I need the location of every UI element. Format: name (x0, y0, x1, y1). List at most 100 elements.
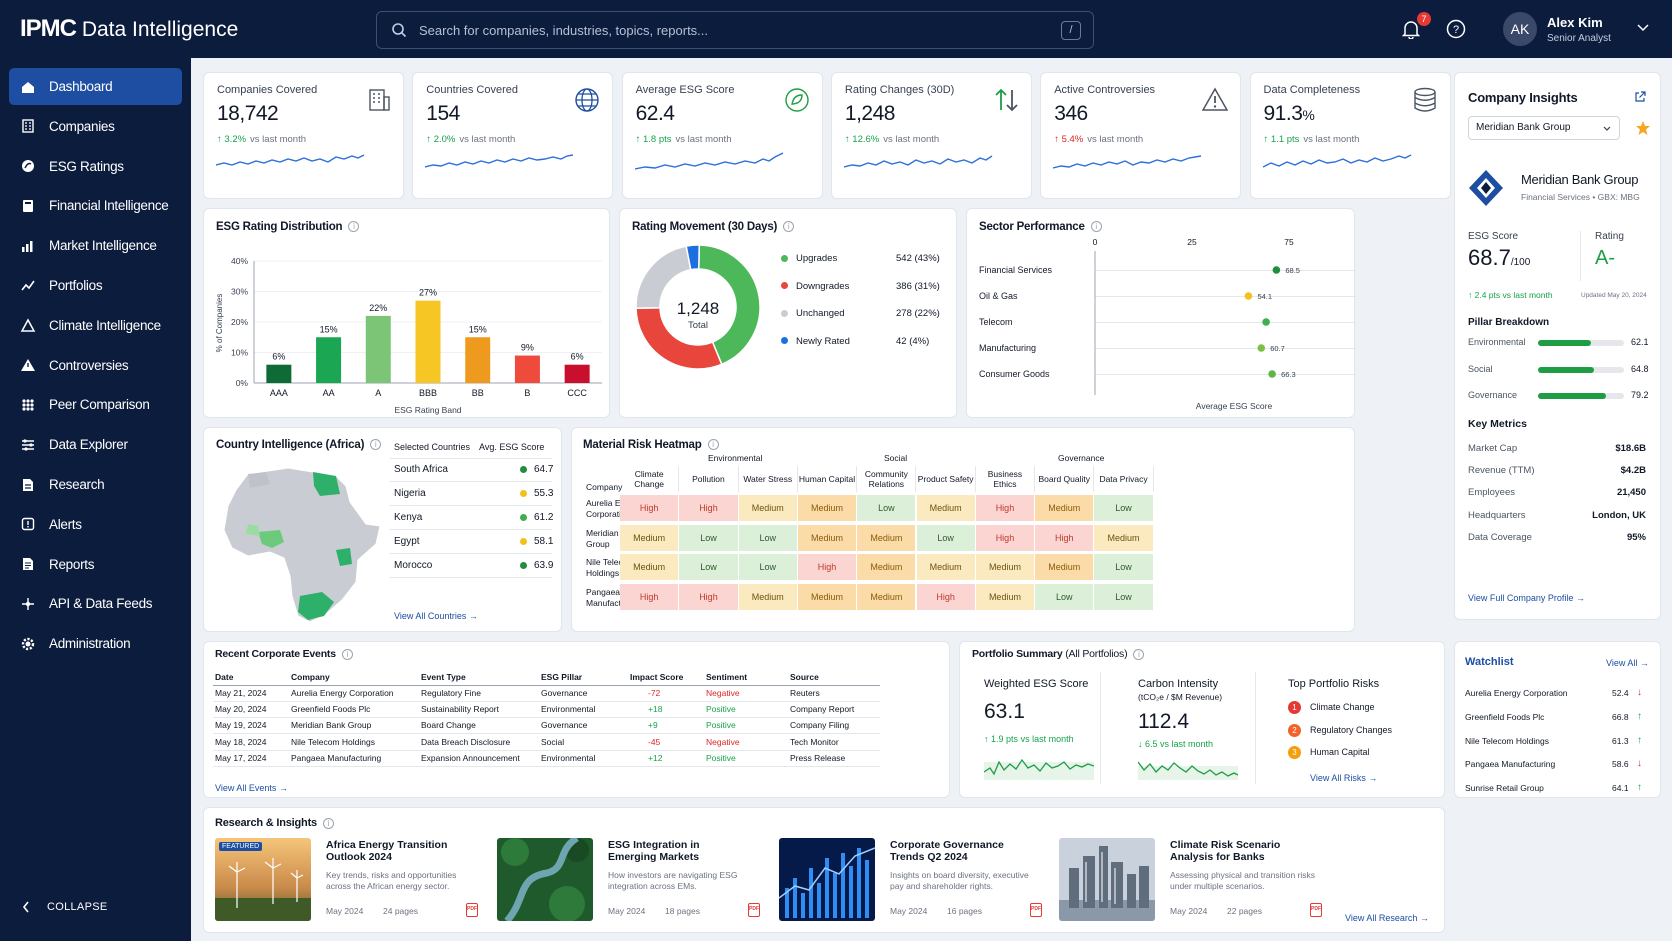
heatmap-cell[interactable]: Low (679, 524, 739, 552)
country-name[interactable]: Morocco (394, 560, 433, 571)
sidebar-item-companies[interactable]: Companies (9, 108, 182, 145)
risk-item[interactable]: Regulatory Changes (1310, 724, 1393, 735)
info-icon[interactable]: i (783, 221, 795, 233)
heatmap-cell[interactable]: Medium (916, 495, 976, 522)
heatmap-cell[interactable]: Medium (857, 554, 917, 581)
event-company[interactable]: Pangaea Manufacturing (291, 752, 382, 763)
heatmap-cell[interactable]: High (1035, 524, 1095, 552)
heatmap-cell[interactable]: Low (1094, 495, 1154, 522)
heatmap-cell[interactable]: High (916, 583, 976, 611)
collapse-button[interactable]: COLLAPSE (22, 901, 107, 913)
sidebar-item-market-intelligence[interactable]: Market Intelligence (9, 227, 182, 264)
sidebar-item-esg-ratings[interactable]: ESG Ratings (9, 148, 182, 185)
info-icon[interactable]: i (322, 817, 334, 829)
pdf-icon[interactable]: PDF (466, 903, 478, 917)
pdf-icon[interactable]: PDF (1030, 903, 1042, 917)
country-name[interactable]: Nigeria (394, 488, 426, 499)
heatmap-cell[interactable]: Low (1035, 583, 1095, 611)
country-name[interactable]: South Africa (394, 464, 448, 475)
info-icon[interactable]: i (1090, 221, 1102, 233)
heatmap-cell[interactable]: Medium (1035, 495, 1095, 522)
heatmap-cell[interactable]: Medium (975, 554, 1036, 581)
sidebar-item-financial-intelligence[interactable]: Financial Intelligence (9, 187, 182, 224)
research-thumbnail[interactable] (1059, 838, 1155, 921)
research-thumbnail[interactable] (497, 838, 593, 921)
research-thumbnail[interactable] (215, 838, 311, 921)
view-all-countries-link[interactable]: View All Countries → (394, 611, 478, 621)
heatmap-cell[interactable]: Medium (857, 524, 917, 552)
watchlist-company[interactable]: Sunrise Retail Group (1465, 783, 1544, 794)
heatmap-row-company[interactable]: Pangaea Manufacturing (586, 586, 640, 608)
risk-item[interactable]: Climate Change (1310, 702, 1375, 712)
heatmap-cell[interactable]: Low (738, 554, 798, 581)
info-icon[interactable]: i (370, 439, 382, 451)
watchlist-company[interactable]: Greenfield Foods Plc (1465, 711, 1545, 722)
heatmap-cell[interactable]: Medium (620, 524, 680, 552)
heatmap-cell[interactable]: Low (916, 524, 976, 552)
sidebar-item-research[interactable]: Research (9, 466, 182, 503)
heatmap-cell[interactable]: Low (1094, 554, 1154, 581)
event-company[interactable]: Meridian Bank Group (291, 720, 372, 731)
sidebar-item-data-explorer[interactable]: Data Explorer (9, 426, 182, 463)
research-title[interactable]: ESG Integration in Emerging Markets (608, 839, 700, 863)
pdf-icon[interactable]: PDF (748, 903, 760, 917)
heatmap-cell[interactable]: Medium (1035, 554, 1095, 581)
research-thumbnail[interactable] (779, 838, 875, 921)
heatmap-cell[interactable]: Medium (620, 554, 680, 581)
info-icon[interactable]: i (341, 648, 353, 660)
heatmap-cell[interactable]: High (797, 554, 858, 581)
help-icon[interactable]: ? (1446, 19, 1466, 39)
risk-item[interactable]: Human Capital (1310, 747, 1370, 757)
avatar[interactable]: AK (1503, 12, 1537, 46)
watchlist-company[interactable]: Aurelia Energy Corporation (1465, 688, 1568, 698)
heatmap-cell[interactable]: Low (738, 524, 798, 552)
country-name[interactable]: Egypt (394, 536, 420, 547)
search-input[interactable]: Search for companies, industries, topics… (376, 11, 1094, 49)
heatmap-cell[interactable]: Medium (916, 554, 976, 581)
heatmap-cell[interactable]: Low (1094, 583, 1154, 611)
event-company[interactable]: Greenfield Foods Plc (291, 704, 371, 715)
heatmap-cell[interactable]: High (679, 495, 739, 522)
app-logo[interactable]: IPMC Data Intelligence (20, 15, 239, 42)
heatmap-cell[interactable]: High (679, 583, 739, 611)
view-all-risks-link[interactable]: View All Risks → (1310, 773, 1378, 783)
view-all-events-link[interactable]: View All Events → (215, 783, 288, 793)
sidebar-item-portfolios[interactable]: Portfolios (9, 267, 182, 304)
external-link-icon[interactable] (1634, 91, 1646, 103)
heatmap-cell[interactable]: Medium (975, 583, 1036, 611)
heatmap-cell[interactable]: Medium (797, 583, 858, 611)
view-all-watchlist-link[interactable]: View All → (1606, 658, 1649, 668)
sidebar-item-peer-comparison[interactable]: Peer Comparison (9, 386, 182, 423)
research-title[interactable]: Climate Risk Scenario Analysis for Banks (1170, 839, 1281, 863)
chevron-down-icon[interactable] (1637, 24, 1649, 32)
watchlist-company[interactable]: Nile Telecom Holdings (1465, 735, 1549, 746)
star-icon[interactable] (1635, 120, 1651, 136)
sidebar-item-dashboard[interactable]: Dashboard (9, 68, 182, 105)
heatmap-cell[interactable]: High (975, 495, 1036, 522)
info-icon[interactable]: i (348, 221, 360, 233)
bell-icon[interactable] (1402, 19, 1420, 39)
sidebar-item-controversies[interactable]: Controversies (9, 347, 182, 384)
info-icon[interactable]: i (707, 439, 719, 451)
heatmap-cell[interactable]: Low (857, 495, 917, 522)
sidebar-item-climate-intelligence[interactable]: Climate Intelligence (9, 307, 182, 344)
heatmap-cell[interactable]: High (620, 495, 680, 522)
africa-map[interactable] (218, 464, 390, 628)
sidebar-item-api-data-feeds[interactable]: API & Data Feeds (9, 585, 182, 622)
sidebar-item-administration[interactable]: Administration (9, 625, 182, 662)
heatmap-row-company[interactable]: Nile Telecom Holdings (586, 557, 635, 578)
event-company[interactable]: Nile Telecom Holdings (291, 736, 375, 747)
view-all-research-link[interactable]: View All Research → (1345, 913, 1429, 923)
research-title[interactable]: Africa Energy Transition Outlook 2024 (326, 839, 448, 863)
heatmap-cell[interactable]: Medium (1094, 524, 1154, 552)
heatmap-cell[interactable]: Low (679, 554, 739, 581)
heatmap-row-company[interactable]: Meridian Bank Group (586, 527, 641, 549)
heatmap-row-company[interactable]: Aurelia Energy Corporation (586, 498, 642, 519)
sidebar-item-reports[interactable]: Reports (9, 546, 182, 583)
research-title[interactable]: Corporate Governance Trends Q2 2024 (890, 839, 1004, 863)
heatmap-cell[interactable]: High (975, 524, 1036, 552)
info-icon[interactable]: i (1133, 648, 1145, 660)
heatmap-cell[interactable]: Medium (797, 524, 858, 552)
watchlist-company[interactable]: Pangaea Manufacturing (1465, 759, 1556, 770)
country-name[interactable]: Kenya (394, 512, 423, 523)
